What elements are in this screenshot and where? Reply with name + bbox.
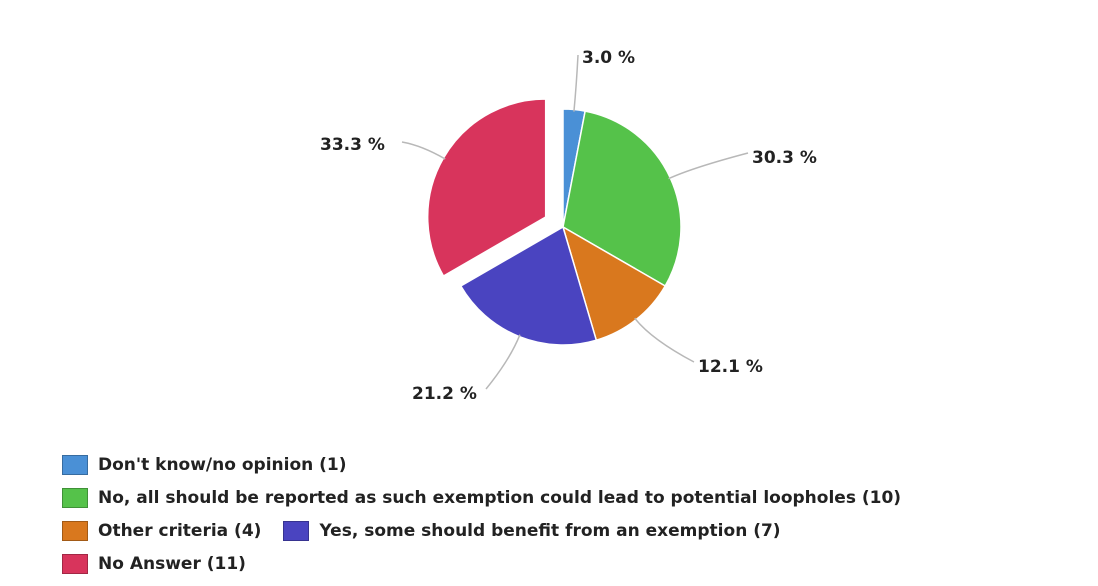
- legend-item-other-criteria[interactable]: Other criteria (4): [62, 520, 262, 541]
- legend-swatch: [62, 520, 88, 541]
- leader-line-0: [573, 54, 579, 112]
- data-label-3: 21.2 %: [412, 384, 477, 404]
- legend-label: No, all should be reported as such exemp…: [98, 487, 902, 508]
- legend-item-dont-know[interactable]: Don't know/no opinion (1): [62, 454, 347, 475]
- legend-swatch: [62, 487, 88, 508]
- leader-line-3: [485, 334, 521, 390]
- legend-row: No Answer (11): [62, 547, 1092, 580]
- legend-item-no-all-reported[interactable]: No, all should be reported as such exemp…: [62, 487, 902, 508]
- legend-label: Other criteria (4): [98, 520, 262, 541]
- legend-label: Yes, some should benefit from an exempti…: [319, 520, 781, 541]
- leader-line-1: [668, 152, 749, 180]
- legend-label: Don't know/no opinion (1): [98, 454, 347, 475]
- legend-item-yes-exemption[interactable]: Yes, some should benefit from an exempti…: [283, 520, 781, 541]
- legend-swatch: [283, 520, 310, 541]
- pie-plot-area: 3.0 % 30.3 % 12.1 % 21.2 % 33.3 %: [320, 48, 817, 404]
- legend-label: No Answer (11): [98, 553, 246, 574]
- leader-line-2: [634, 317, 695, 363]
- legend-row: No, all should be reported as such exemp…: [62, 481, 1092, 514]
- data-label-0: 3.0 %: [582, 48, 635, 68]
- data-label-1: 30.3 %: [752, 148, 817, 168]
- data-label-2: 12.1 %: [698, 357, 763, 377]
- legend-swatch: [62, 553, 88, 574]
- legend-row: Other criteria (4) Yes, some should bene…: [62, 514, 1092, 547]
- legend: Don't know/no opinion (1) No, all should…: [62, 448, 1092, 580]
- leader-line-4: [401, 141, 446, 160]
- data-label-4: 33.3 %: [320, 135, 385, 155]
- legend-row: Don't know/no opinion (1): [62, 448, 1092, 481]
- legend-item-no-answer[interactable]: No Answer (11): [62, 553, 246, 574]
- legend-swatch: [62, 454, 88, 475]
